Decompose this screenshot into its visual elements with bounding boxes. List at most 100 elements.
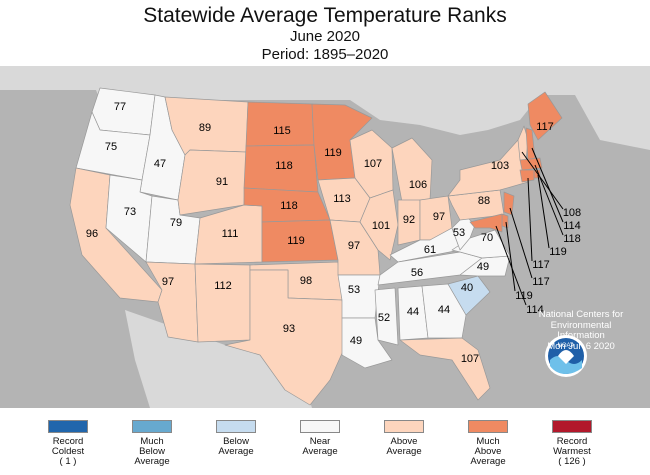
- legend-label-line: Below: [139, 446, 165, 457]
- state-sc: [447, 275, 491, 316]
- legend-label-line: Much: [140, 436, 164, 447]
- state-il: [359, 189, 399, 261]
- rank-label-il: 101: [372, 220, 390, 232]
- state-ms: [374, 287, 399, 346]
- legend-item-below: Below Average: [206, 420, 266, 457]
- leader-line-nh: [531, 147, 564, 223]
- legend-swatch: [468, 420, 508, 433]
- rank-label-ms: 52: [378, 312, 390, 324]
- legend-swatch: [48, 420, 88, 433]
- rank-label-sd: 118: [275, 160, 293, 172]
- rank-label-fl: 107: [461, 353, 479, 365]
- leader-line-ri: [537, 174, 550, 249]
- state-wy: [177, 149, 247, 216]
- rank-label-tx: 93: [283, 323, 295, 335]
- legend-label-line: ( 126 ): [558, 456, 586, 467]
- legend-label-line: Above: [474, 446, 502, 457]
- state-fl: [399, 337, 491, 401]
- state-ga: [421, 283, 467, 339]
- rank-label-ne: 118: [280, 200, 298, 212]
- state-me: [527, 91, 563, 141]
- rank-label-az: 97: [162, 276, 174, 288]
- map-header: Statewide Average Temperature Ranks June…: [0, 0, 650, 66]
- legend-swatch: [384, 420, 424, 433]
- state-ny: [447, 139, 529, 197]
- rank-label-mo: 97: [348, 240, 360, 252]
- state-nc: [459, 255, 511, 277]
- rank-label-la: 49: [350, 335, 362, 347]
- rank-label-ri: 119: [549, 246, 567, 258]
- us-map: 77 75 47 96 73 79 97 89 91 111 112 115 118 118 119 98 93…: [0, 66, 650, 408]
- leader-line-nj: [509, 207, 533, 279]
- rank-label-oh: 97: [433, 211, 445, 223]
- legend-item-much-below: Much Below Average: [122, 420, 182, 467]
- rank-label-vt: 108: [563, 207, 581, 219]
- rank-label-mn: 119: [324, 147, 342, 159]
- legend-swatch: [216, 420, 256, 433]
- legend-label-line: ( 1 ): [59, 456, 77, 467]
- legend-label-line: Above: [390, 436, 418, 447]
- legend-swatch: [552, 420, 592, 433]
- legend-label-line: Average: [386, 446, 422, 457]
- rank-label-md: 114: [526, 304, 544, 316]
- rank-label-va: 70: [481, 232, 493, 244]
- rank-label-nj: 117: [532, 276, 550, 288]
- us-map-svg: 7775479673799789911111121151181181199893…: [0, 66, 650, 408]
- rank-label-nm: 112: [214, 280, 232, 292]
- legend-label-line: Average: [134, 456, 170, 467]
- state-ar: [337, 274, 381, 319]
- rank-label-id: 47: [154, 158, 166, 170]
- rank-label-mi: 106: [409, 179, 427, 191]
- credit-date: Mon Jul 6 2020: [547, 340, 615, 352]
- map-period: Period: 1895–2020: [261, 46, 389, 63]
- state-la: [341, 317, 393, 369]
- state-md: [469, 213, 503, 233]
- legend-item-near: Near Average: [290, 420, 350, 457]
- noaa-logo: NOAA: [544, 334, 588, 378]
- leader-line-de: [505, 221, 516, 292]
- leader-line-ma: [534, 164, 564, 236]
- rank-label-nc: 49: [477, 261, 489, 273]
- legend-label-line: Warmest: [553, 446, 591, 457]
- credit-line-3: Information: [557, 330, 605, 341]
- rank-label-ar: 53: [348, 284, 360, 296]
- rank-label-ia: 113: [333, 193, 351, 205]
- state-de: [501, 213, 509, 229]
- leader-line-md: [495, 225, 527, 306]
- leader-line-ct: [527, 177, 533, 262]
- legend-label-line: Much: [476, 436, 500, 447]
- credit-line-1: National Centers for: [538, 309, 624, 320]
- rank-label-ma: 118: [563, 233, 581, 245]
- leader-line-vt: [521, 151, 564, 210]
- rank-label-ok: 98: [300, 275, 312, 287]
- state-tx: [224, 269, 349, 406]
- canada-land: [0, 66, 650, 150]
- state-mi: [391, 137, 433, 203]
- rank-label-ny: 103: [491, 160, 509, 172]
- credit-block: National Centers for Environmental Infor…: [516, 309, 646, 352]
- legend-item-above: Above Average: [374, 420, 434, 457]
- legend-label-line: Below: [223, 436, 249, 447]
- legend-swatch: [300, 420, 340, 433]
- legend-label-line: Average: [302, 446, 338, 457]
- rank-label-nv: 73: [124, 206, 136, 218]
- svg-text:NOAA: NOAA: [557, 343, 574, 349]
- legend-label-line: Record: [52, 436, 84, 447]
- rank-label-wi: 107: [364, 158, 382, 170]
- rank-label-nd: 115: [273, 125, 291, 137]
- rank-label-ks: 119: [287, 235, 305, 247]
- state-ct: [519, 169, 535, 183]
- rank-label-ct: 117: [532, 259, 550, 271]
- legend-item-much-above: Much Above Average: [458, 420, 518, 467]
- rank-label-wv: 53: [453, 227, 465, 239]
- map-month: June 2020: [289, 28, 361, 45]
- rank-label-ky: 61: [424, 244, 436, 256]
- legend-label-line: Near: [309, 436, 331, 447]
- state-nd: [245, 101, 315, 147]
- rank-label-me: 117: [536, 121, 554, 133]
- legend-item-record-warmest: Record Warmest( 126 ): [542, 420, 602, 467]
- state-nm: [194, 263, 251, 343]
- rank-label-nh: 114: [563, 220, 581, 232]
- legend: Record Coldest( 1 ) Much Below Average Below A…: [0, 408, 650, 475]
- rank-label-ut: 79: [170, 217, 182, 229]
